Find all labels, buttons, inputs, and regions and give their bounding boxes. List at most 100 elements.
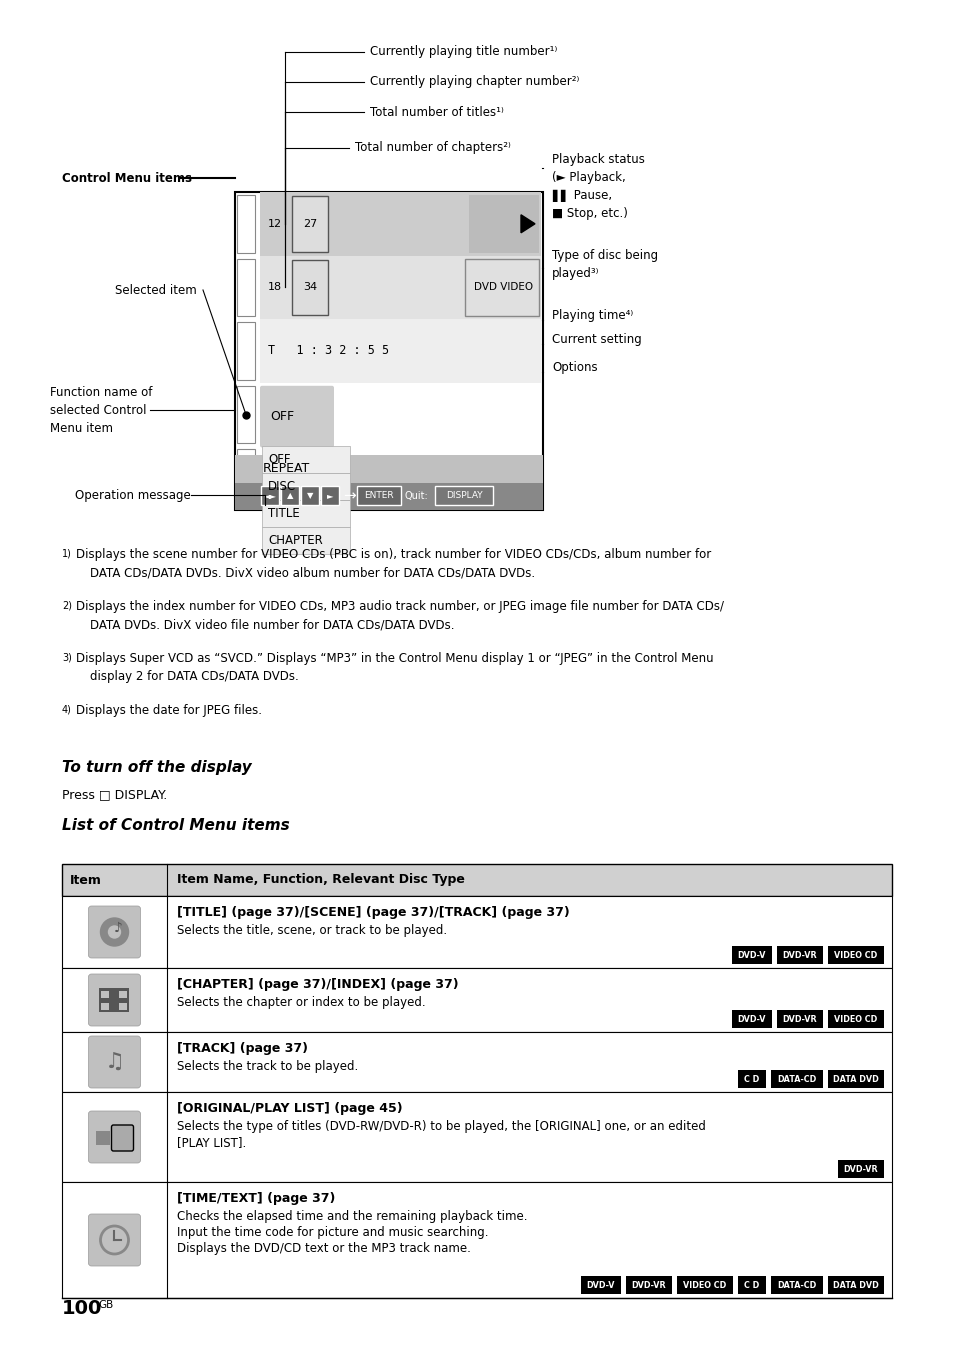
- FancyBboxPatch shape: [89, 1111, 140, 1163]
- Bar: [236, 449, 254, 507]
- Text: Selected item: Selected item: [115, 284, 196, 296]
- Bar: [262, 527, 350, 554]
- Text: DVD-VR: DVD-VR: [781, 950, 817, 960]
- Bar: [260, 192, 540, 256]
- Bar: [262, 500, 350, 527]
- Text: [TIME/TEXT] (page 37): [TIME/TEXT] (page 37): [177, 1192, 335, 1205]
- FancyBboxPatch shape: [260, 385, 334, 448]
- Text: Displays the date for JPEG files.: Displays the date for JPEG files.: [76, 704, 262, 717]
- Text: DATA CDs/DATA DVDs. DivX video album number for DATA CDs/DATA DVDs.: DATA CDs/DATA DVDs. DivX video album num…: [90, 566, 535, 579]
- Text: CHAPTER: CHAPTER: [268, 534, 322, 548]
- Bar: [738, 1069, 765, 1088]
- Text: Menu item: Menu item: [50, 422, 112, 434]
- Bar: [827, 1010, 883, 1028]
- Bar: [260, 256, 540, 319]
- Text: Currently playing title number¹⁾: Currently playing title number¹⁾: [370, 46, 557, 58]
- Bar: [281, 485, 298, 506]
- FancyBboxPatch shape: [112, 1125, 133, 1151]
- Text: DATA DVD: DATA DVD: [832, 1075, 878, 1083]
- Bar: [119, 1003, 128, 1010]
- Text: To turn off the display: To turn off the display: [62, 760, 252, 775]
- Text: DVD-V: DVD-V: [737, 950, 765, 960]
- Text: Displays the index number for VIDEO CDs, MP3 audio track number, or JPEG image f: Displays the index number for VIDEO CDs,…: [76, 600, 723, 612]
- Text: ♪: ♪: [114, 921, 123, 936]
- Bar: [625, 1276, 671, 1294]
- Polygon shape: [520, 215, 535, 233]
- Text: C D: C D: [743, 1280, 759, 1290]
- Text: DATA DVDs. DivX video file number for DATA CDs/DATA DVDs.: DATA DVDs. DivX video file number for DA…: [90, 618, 454, 631]
- Bar: [776, 946, 822, 964]
- Text: VIDEO CD: VIDEO CD: [834, 1014, 877, 1023]
- Text: T   1 : 3 2 : 5 5: T 1 : 3 2 : 5 5: [268, 345, 389, 357]
- Text: Playing time⁴⁾: Playing time⁴⁾: [552, 310, 633, 323]
- Text: 18: 18: [268, 283, 282, 292]
- Bar: [236, 322, 254, 380]
- Text: ♫: ♫: [105, 1052, 125, 1072]
- Bar: [464, 258, 538, 316]
- Bar: [62, 864, 891, 896]
- Bar: [580, 1276, 620, 1294]
- Text: VIDEO CD: VIDEO CD: [682, 1280, 726, 1290]
- Text: (► Playback,: (► Playback,: [552, 172, 625, 184]
- Text: Total number of titles¹⁾: Total number of titles¹⁾: [370, 105, 503, 119]
- Text: Press □ DISPLAY.: Press □ DISPLAY.: [62, 788, 167, 800]
- Text: Displays the DVD/CD text or the MP3 track name.: Displays the DVD/CD text or the MP3 trac…: [177, 1242, 471, 1255]
- Text: Type of disc being: Type of disc being: [552, 250, 658, 262]
- Bar: [261, 485, 278, 506]
- Text: DISC: DISC: [268, 480, 295, 493]
- FancyBboxPatch shape: [89, 1036, 140, 1088]
- Text: List of Control Menu items: List of Control Menu items: [62, 818, 290, 833]
- Text: →: →: [343, 488, 355, 503]
- Bar: [236, 258, 254, 316]
- Text: 2): 2): [62, 600, 71, 610]
- Bar: [738, 1276, 765, 1294]
- Text: DVD-VR: DVD-VR: [631, 1280, 665, 1290]
- Text: Displays the scene number for VIDEO CDs (PBC is on), track number for VIDEO CDs/: Displays the scene number for VIDEO CDs …: [76, 548, 711, 561]
- Text: REPEAT: REPEAT: [263, 462, 310, 476]
- Bar: [435, 485, 493, 506]
- Bar: [301, 485, 318, 506]
- Text: Total number of chapters²⁾: Total number of chapters²⁾: [355, 142, 511, 154]
- Bar: [96, 1132, 111, 1145]
- Text: DVD-VR: DVD-VR: [842, 1164, 878, 1174]
- Text: Item Name, Function, Relevant Disc Type: Item Name, Function, Relevant Disc Type: [177, 873, 464, 887]
- Bar: [827, 1276, 883, 1294]
- Text: VIDEO CD: VIDEO CD: [834, 950, 877, 960]
- Text: DVD VIDEO: DVD VIDEO: [474, 283, 533, 292]
- Bar: [356, 485, 400, 506]
- Text: ▼: ▼: [307, 492, 313, 500]
- Text: 3): 3): [62, 652, 71, 662]
- Text: ►: ►: [327, 492, 333, 500]
- Text: DVD-VR: DVD-VR: [781, 1014, 817, 1023]
- Text: ▌▌ Pause,: ▌▌ Pause,: [552, 189, 612, 203]
- Text: DVD-V: DVD-V: [737, 1014, 765, 1023]
- Text: Control Menu items: Control Menu items: [62, 172, 192, 184]
- Bar: [292, 196, 328, 251]
- Bar: [260, 319, 540, 383]
- Text: [TRACK] (page 37): [TRACK] (page 37): [177, 1042, 308, 1055]
- Bar: [99, 988, 130, 1013]
- Text: display 2 for DATA CDs/DATA DVDs.: display 2 for DATA CDs/DATA DVDs.: [90, 671, 298, 683]
- Circle shape: [100, 918, 129, 946]
- Bar: [827, 946, 883, 964]
- Bar: [101, 1003, 110, 1010]
- Bar: [770, 1069, 822, 1088]
- Text: Function name of: Function name of: [50, 385, 152, 399]
- Bar: [62, 968, 891, 1032]
- Text: Displays Super VCD as “SVCD.” Displays “MP3” in the Control Menu display 1 or “J: Displays Super VCD as “SVCD.” Displays “…: [76, 652, 713, 665]
- Bar: [469, 195, 538, 253]
- Text: Current setting: Current setting: [552, 334, 641, 346]
- Text: 12: 12: [268, 219, 282, 228]
- Bar: [234, 456, 542, 483]
- FancyBboxPatch shape: [89, 906, 140, 959]
- Bar: [320, 485, 338, 506]
- Text: 34: 34: [303, 283, 316, 292]
- Text: [CHAPTER] (page 37)/[INDEX] (page 37): [CHAPTER] (page 37)/[INDEX] (page 37): [177, 977, 458, 991]
- FancyBboxPatch shape: [89, 1214, 140, 1265]
- Text: Selects the type of titles (DVD-RW/DVD-R) to be played, the [ORIGINAL] one, or a: Selects the type of titles (DVD-RW/DVD-R…: [177, 1119, 705, 1133]
- Text: selected Control: selected Control: [50, 403, 147, 416]
- Text: ▲: ▲: [287, 492, 293, 500]
- Text: OFF: OFF: [270, 410, 294, 423]
- Text: [ORIGINAL/PLAY LIST] (page 45): [ORIGINAL/PLAY LIST] (page 45): [177, 1102, 402, 1115]
- FancyBboxPatch shape: [89, 973, 140, 1026]
